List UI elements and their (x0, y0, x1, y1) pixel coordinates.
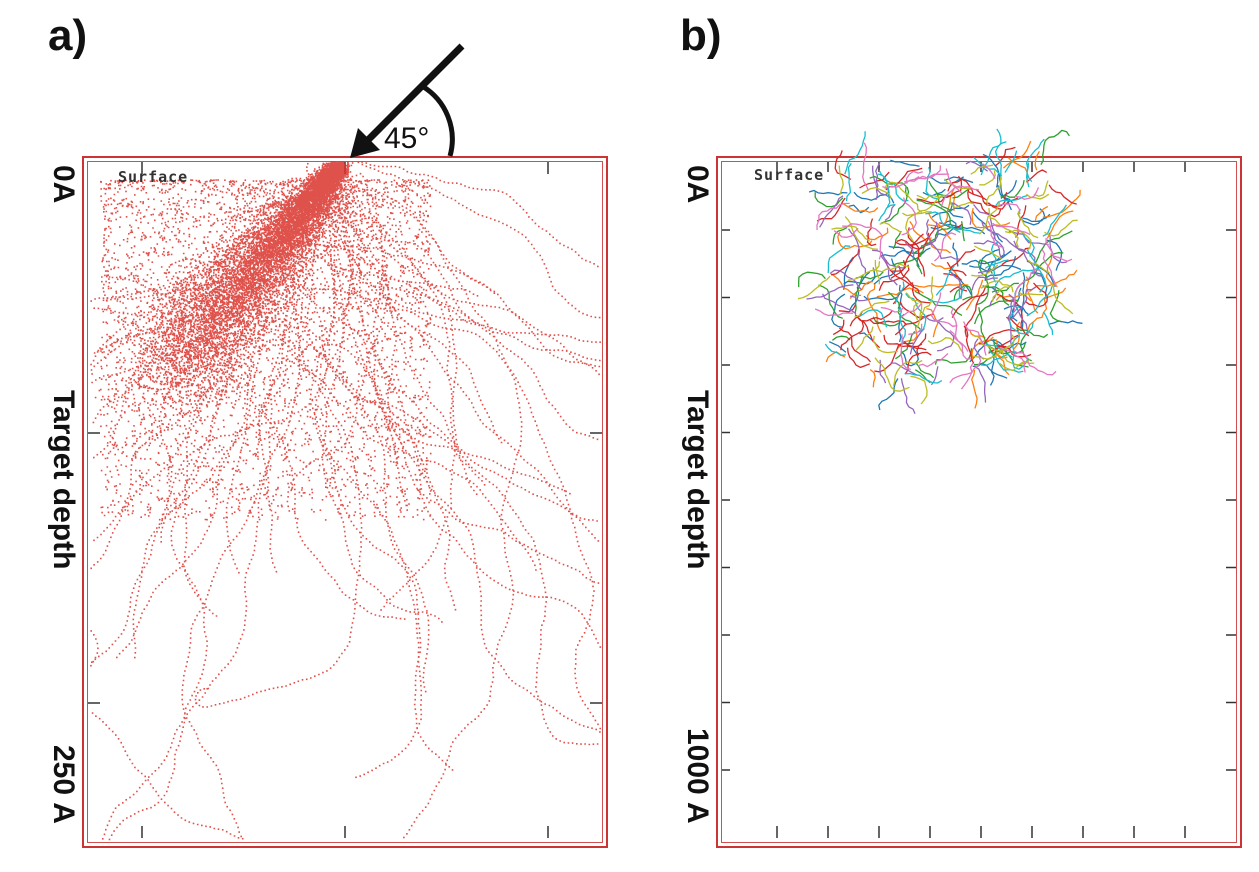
panel-a-bottom-depth-label: 250 A (47, 745, 80, 824)
panel-b-cascade (797, 128, 1083, 415)
panel-a-label: a) (48, 11, 88, 60)
panel-a-top-depth-label: 0A (47, 165, 80, 204)
panel-b-frame (716, 156, 1242, 848)
incidence-arrow (350, 43, 465, 158)
panel-a-ion-tracks (90, 161, 602, 841)
panel-b-label: b) (680, 11, 722, 60)
panel-b-top-depth-label: 0A (681, 165, 714, 204)
panel-a-frame (82, 156, 608, 848)
panel-b-axis-label: Target depth (681, 390, 714, 570)
panel-a-axis-label: Target depth (47, 390, 80, 570)
panel-b-surface-label: Surface (754, 166, 825, 184)
panel-a-surface-label: Surface (118, 168, 189, 186)
incidence-angle-label: 45° (384, 122, 430, 155)
panel-b-bottom-depth-label: 1000 A (681, 728, 714, 824)
axis-ticks (88, 162, 1236, 838)
